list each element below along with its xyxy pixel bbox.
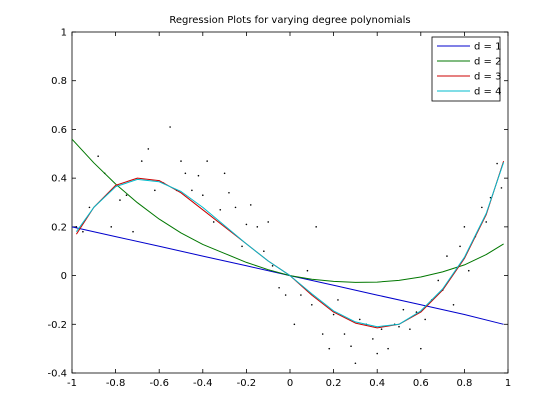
data-point — [496, 162, 498, 165]
data-point — [82, 230, 84, 233]
data-point — [75, 226, 78, 228]
axis-ticks: -1 -0.8 -0.6 -0.4 -0.2 0 0.2 0.4 0.6 0.8 1 -0.4 -0.2… — [47, 28, 511, 390]
data-point — [212, 221, 215, 223]
data-point — [306, 269, 309, 272]
data-point — [376, 352, 379, 355]
data-point — [132, 230, 134, 233]
x-tick-label: -1 — [67, 378, 77, 389]
data-point — [249, 204, 252, 206]
legend-label-d3: d = 3 — [474, 72, 501, 83]
data-point — [154, 189, 156, 192]
x-tick-label: 1 — [505, 378, 511, 389]
data-point — [446, 255, 448, 257]
data-point — [241, 245, 243, 248]
data-point — [245, 223, 248, 226]
data-point — [459, 245, 461, 248]
series-line-d4 — [75, 162, 505, 328]
data-point — [267, 221, 270, 223]
data-point — [234, 206, 237, 209]
data-point — [278, 286, 280, 289]
data-point — [256, 226, 259, 228]
x-tick-label: 0.4 — [369, 378, 385, 389]
data-point — [463, 226, 466, 228]
data-point — [321, 333, 324, 335]
legend-label-d4: d = 4 — [474, 87, 501, 98]
x-tick-label: -0.6 — [149, 378, 169, 389]
data-point — [284, 294, 287, 296]
chart-title: Regression Plots for varying degree poly… — [169, 15, 410, 26]
data-point — [169, 126, 171, 128]
data-point — [125, 194, 128, 196]
data-point — [219, 209, 222, 211]
data-point — [500, 187, 503, 189]
x-tick-label: -0.4 — [193, 378, 213, 389]
data-point — [328, 347, 331, 350]
data-point — [110, 226, 113, 228]
y-tick-label: 0 — [61, 271, 67, 282]
series-lines — [71, 138, 505, 329]
data-point — [424, 318, 426, 321]
data-point — [481, 206, 483, 209]
y-tick-label: 0.4 — [51, 174, 67, 185]
data-point — [180, 160, 182, 162]
legend-label-d2: d = 2 — [474, 57, 501, 68]
y-tick-label: 1 — [61, 28, 67, 39]
data-point — [263, 250, 265, 253]
data-point — [402, 308, 405, 311]
legend-box — [431, 36, 501, 102]
data-point — [420, 347, 422, 350]
data-point — [409, 328, 411, 330]
y-tick-label: 0.6 — [51, 125, 67, 136]
data-point — [300, 294, 302, 296]
y-tick-label: -0.2 — [47, 320, 67, 331]
data-point — [354, 362, 357, 365]
y-tick-label: 0.2 — [51, 222, 67, 233]
data-point — [380, 328, 383, 330]
data-point — [372, 338, 374, 340]
data-point — [337, 299, 339, 301]
y-tick-label: -0.4 — [47, 369, 67, 380]
data-point — [350, 345, 352, 348]
x-tick-label: -0.8 — [106, 378, 126, 389]
data-point — [315, 226, 317, 228]
data-point — [387, 347, 389, 350]
data-point — [415, 311, 418, 313]
x-tick-label: 0.8 — [456, 378, 472, 389]
data-point — [332, 313, 335, 316]
data-point — [343, 333, 346, 335]
data-point — [228, 191, 230, 194]
legend-label-d1: d = 1 — [474, 42, 501, 53]
data-point — [197, 174, 200, 177]
x-tick-label: 0 — [287, 378, 293, 389]
x-tick-label: 0.6 — [413, 378, 429, 389]
data-point — [398, 325, 400, 328]
data-point — [437, 279, 440, 282]
data-point — [271, 265, 274, 267]
data-point — [311, 304, 313, 306]
data-point — [119, 199, 121, 201]
y-tick-label: 0.8 — [51, 76, 67, 87]
data-point — [97, 155, 99, 158]
data-point — [358, 318, 361, 321]
data-point — [223, 172, 226, 175]
data-point — [140, 160, 143, 162]
x-tick-label: 0.2 — [326, 378, 342, 389]
x-tick-label: -0.2 — [237, 378, 257, 389]
legend: d = 1 d = 2 d = 3 d = 4 — [431, 36, 501, 102]
data-point — [485, 221, 488, 223]
data-point — [206, 160, 208, 162]
data-point — [147, 148, 150, 150]
scatter-points — [75, 126, 503, 365]
data-point — [452, 304, 455, 306]
data-point — [88, 206, 91, 209]
data-point — [293, 323, 296, 326]
data-point — [184, 172, 187, 175]
data-point — [202, 194, 204, 196]
data-point — [191, 189, 193, 192]
data-point — [467, 269, 470, 272]
